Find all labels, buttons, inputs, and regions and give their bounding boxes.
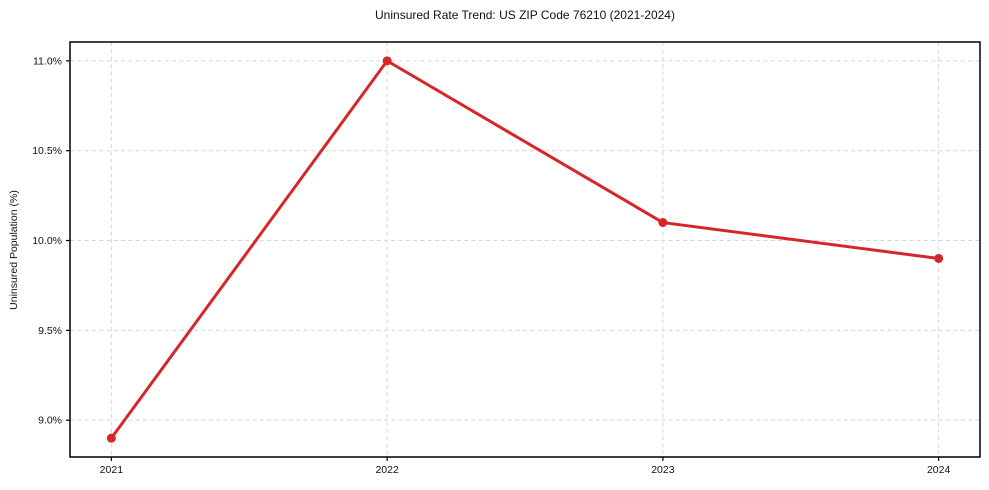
- y-tick-label: 10.5%: [32, 145, 62, 157]
- data-point-2021: [106, 433, 116, 443]
- plot-border: [69, 41, 981, 458]
- y-tick-label: 9.0%: [38, 415, 62, 427]
- x-tick-label: 2023: [651, 464, 675, 476]
- x-tick-label: 2021: [100, 464, 124, 476]
- x-tick-label: 2024: [927, 464, 951, 476]
- x-tick-label: 2022: [375, 464, 399, 476]
- chart-title: Uninsured Rate Trend: US ZIP Code 76210 …: [375, 8, 675, 22]
- y-tick-label: 11.0%: [33, 55, 62, 67]
- data-point-2024: [934, 253, 944, 263]
- y-tick-label: 9.5%: [38, 325, 62, 337]
- data-point-2022: [382, 56, 392, 66]
- trend-line: [109, 59, 941, 440]
- y-tick-label: 10.0%: [32, 235, 62, 247]
- data-point-2023: [658, 218, 668, 228]
